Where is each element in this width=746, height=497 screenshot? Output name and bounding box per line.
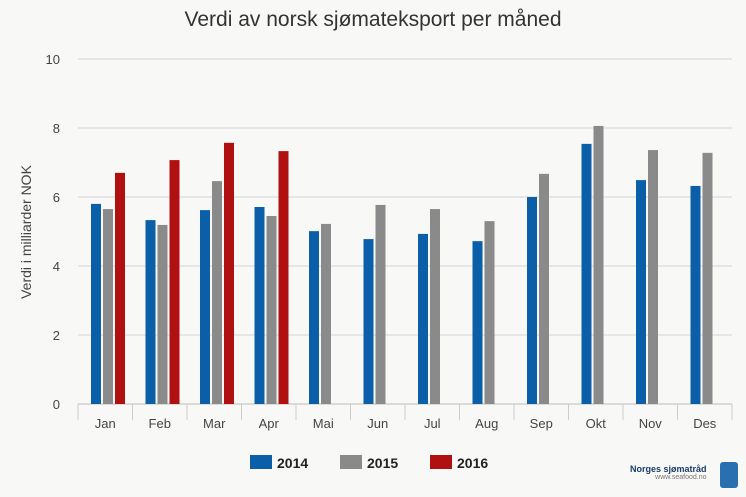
bar-2014-Des: [690, 185, 701, 404]
bar-2015-Okt: [593, 125, 604, 405]
bar-2015-Jan: [103, 209, 113, 404]
bar-2014-Jan: [91, 203, 101, 404]
x-tick-label: Okt: [586, 416, 607, 431]
bar-2014-Jul: [418, 233, 428, 404]
bar-2015-Mai: [321, 223, 331, 404]
x-tick-label: Aug: [475, 416, 498, 431]
y-axis-label: Verdi i milliarder NOK: [18, 164, 34, 298]
logo-url: www.seafood.no: [655, 474, 707, 481]
x-tick-label: Nov: [639, 416, 663, 431]
logo-name: Norges sjømatråd: [630, 464, 707, 474]
bar-2014-Mai: [309, 231, 319, 404]
bar-2015-Jun: [375, 204, 386, 404]
y-tick-label: 2: [53, 328, 60, 343]
legend-label-2015: 2015: [367, 455, 398, 471]
x-tick-label: Mai: [313, 416, 334, 431]
y-tick-label: 10: [46, 52, 60, 67]
bar-2016-Feb: [169, 160, 180, 404]
bar-2015-Feb: [157, 224, 168, 404]
legend-label-2014: 2014: [277, 455, 308, 471]
x-tick-label: Jul: [424, 416, 441, 431]
bar-2015-Aug: [484, 221, 495, 404]
bar-2014-Feb: [145, 220, 156, 404]
bar-2014-Nov: [636, 180, 646, 404]
bar-2015-Sep: [539, 173, 549, 404]
logo: Norges sjømatråd www.seafood.no: [630, 464, 707, 481]
x-tick-label: Des: [693, 416, 717, 431]
chart-title: Verdi av norsk sjømateksport per måned: [184, 8, 562, 31]
bar-2014-Mar: [200, 210, 210, 404]
x-tick-label: Jun: [367, 416, 388, 431]
bar-2015-Des: [702, 152, 713, 404]
x-tick-label: Apr: [259, 416, 280, 431]
bar-2014-Aug: [472, 241, 483, 404]
bar-2014-Okt: [581, 143, 592, 404]
legend-swatch-2016: [430, 455, 452, 469]
bar-2016-Apr: [278, 151, 289, 404]
bar-2014-Sep: [527, 197, 537, 404]
bar-2015-Mar: [212, 181, 222, 404]
y-tick-label: 4: [53, 259, 60, 274]
bar-2015-Nov: [648, 150, 658, 404]
legend-swatch-2015: [340, 455, 362, 469]
legend-label-2016: 2016: [457, 455, 488, 471]
x-tick-label: Jan: [95, 416, 116, 431]
legend-swatch-2014: [250, 455, 272, 469]
bar-2016-Mar: [224, 142, 234, 404]
bar-2014-Jun: [363, 239, 374, 404]
y-tick-label: 8: [53, 121, 60, 136]
bar-2014-Apr: [254, 207, 265, 404]
x-tick-label: Mar: [203, 416, 226, 431]
x-tick-label: Feb: [149, 416, 171, 431]
x-tick-label: Sep: [530, 416, 553, 431]
bar-2016-Jan: [115, 172, 125, 404]
bar-2015-Jul: [430, 209, 440, 404]
norge-badge-icon: [720, 462, 738, 488]
y-tick-label: 0: [53, 397, 60, 412]
y-tick-label: 6: [53, 190, 60, 205]
bar-2015-Apr: [266, 215, 277, 404]
